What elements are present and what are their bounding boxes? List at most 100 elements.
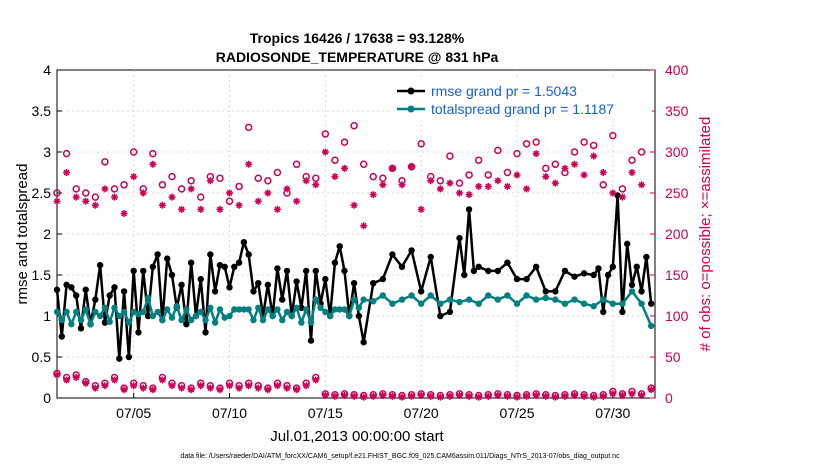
- data-point: [245, 306, 252, 313]
- obs-assimilated-marker: [321, 392, 329, 400]
- obs-assimilated-marker: [542, 392, 550, 400]
- data-point: [456, 298, 463, 306]
- data-point: [125, 353, 133, 361]
- obs-assimilated-marker: [82, 379, 90, 387]
- data-point: [628, 288, 636, 295]
- data-point: [77, 316, 85, 324]
- data-point: [187, 259, 195, 266]
- obs-assimilated-marker: [139, 189, 147, 197]
- obs-assimilated-marker: [456, 189, 463, 197]
- obs-assimilated-marker: [494, 177, 502, 185]
- data-point: [202, 316, 209, 324]
- obs-assimilated-marker: [590, 152, 598, 160]
- data-point: [235, 259, 243, 266]
- obs-possible-marker: [628, 156, 636, 164]
- obs-assimilated-marker: [638, 392, 646, 400]
- series-2: [53, 122, 646, 205]
- data-point: [140, 308, 147, 316]
- data-point: [571, 273, 578, 280]
- obs-possible-marker: [129, 148, 138, 156]
- obs-assimilated-marker: [273, 382, 281, 390]
- data-point: [590, 302, 597, 310]
- obs-assimilated-marker: [158, 201, 166, 209]
- data-point: [164, 255, 171, 262]
- obs-assimilated-marker: [427, 177, 435, 185]
- data-point: [173, 302, 180, 310]
- obs-assimilated-marker: [168, 382, 176, 390]
- data-file-footnote: data file: /Users/raeder/DAI/ATM_forcXX/…: [180, 453, 620, 460]
- obs-assimilated-marker: [82, 197, 90, 205]
- data-point: [72, 308, 80, 316]
- obs-assimilated-marker: [341, 164, 348, 172]
- data-point: [168, 314, 176, 321]
- obs-possible-marker: [474, 156, 483, 164]
- obs-assimilated-marker: [503, 392, 511, 400]
- obs-possible-marker: [197, 193, 205, 201]
- data-point: [379, 292, 387, 299]
- data-point: [513, 300, 521, 307]
- obs-possible-marker: [62, 149, 71, 158]
- data-point: [72, 292, 80, 299]
- obs-assimilated-marker: [216, 205, 224, 213]
- data-point: [619, 300, 626, 307]
- data-point: [255, 280, 262, 287]
- obs-assimilated-marker: [206, 384, 214, 392]
- left-axis-ticks: 0 0.5 1 1.5 2 2.5 3 3.5 4: [32, 62, 62, 406]
- data-point: [580, 270, 588, 277]
- obs-possible-marker: [216, 174, 224, 182]
- y2-tick-label: 150: [665, 267, 689, 283]
- data-point: [446, 308, 454, 316]
- data-point: [523, 292, 530, 299]
- data-point: [542, 294, 549, 302]
- data-point: [647, 300, 655, 307]
- data-point: [350, 296, 358, 303]
- obs-assimilated-marker: [647, 386, 655, 394]
- data-point: [561, 267, 569, 275]
- obs-possible-marker: [340, 138, 349, 146]
- data-point: [609, 300, 617, 307]
- data-point: [417, 288, 425, 295]
- data-point: [58, 316, 65, 324]
- obs-possible-marker: [225, 197, 234, 205]
- obs-assimilated-marker: [293, 197, 301, 205]
- data-point: [600, 308, 607, 316]
- data-point: [504, 292, 511, 299]
- obs-possible-marker: [494, 146, 502, 155]
- obs-possible-marker: [120, 181, 128, 189]
- data-point: [283, 308, 291, 316]
- obs-assimilated-marker: [235, 384, 243, 392]
- obs-assimilated-marker: [254, 384, 262, 392]
- obs-possible-marker: [637, 148, 646, 156]
- data-point: [92, 308, 99, 316]
- data-point: [53, 286, 61, 293]
- data-point: [226, 284, 233, 291]
- obs-assimilated-marker: [226, 382, 233, 390]
- data-point: [135, 311, 142, 318]
- data-point: [106, 292, 113, 299]
- data-point: [53, 308, 61, 316]
- data-point: [561, 300, 569, 307]
- obs-assimilated-marker: [130, 382, 138, 390]
- data-point: [604, 271, 612, 279]
- obs-possible-marker: [82, 189, 90, 197]
- data-point: [269, 312, 276, 320]
- data-point: [77, 325, 85, 332]
- data-point: [307, 337, 315, 344]
- obs-assimilated-marker: [331, 173, 339, 181]
- obs-assimilated-marker: [427, 392, 435, 400]
- data-point: [322, 275, 329, 283]
- data-point: [264, 306, 272, 313]
- data-point: [255, 304, 262, 311]
- data-point: [571, 296, 578, 303]
- obs-assimilated-marker: [523, 185, 531, 193]
- data-point: [389, 300, 396, 307]
- obs-possible-marker: [91, 193, 100, 201]
- obs-possible-marker: [484, 171, 492, 179]
- data-point: [211, 319, 219, 326]
- data-point: [494, 296, 502, 303]
- obs-assimilated-marker: [139, 384, 147, 392]
- data-point: [202, 329, 209, 336]
- obs-assimilated-marker: [53, 197, 61, 205]
- obs-assimilated-marker: [206, 177, 214, 185]
- obs-assimilated-marker: [293, 386, 301, 394]
